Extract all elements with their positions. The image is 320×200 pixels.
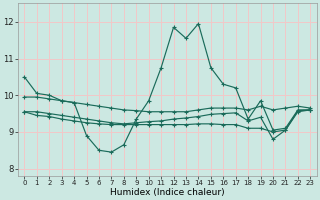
- X-axis label: Humidex (Indice chaleur): Humidex (Indice chaleur): [110, 188, 225, 197]
